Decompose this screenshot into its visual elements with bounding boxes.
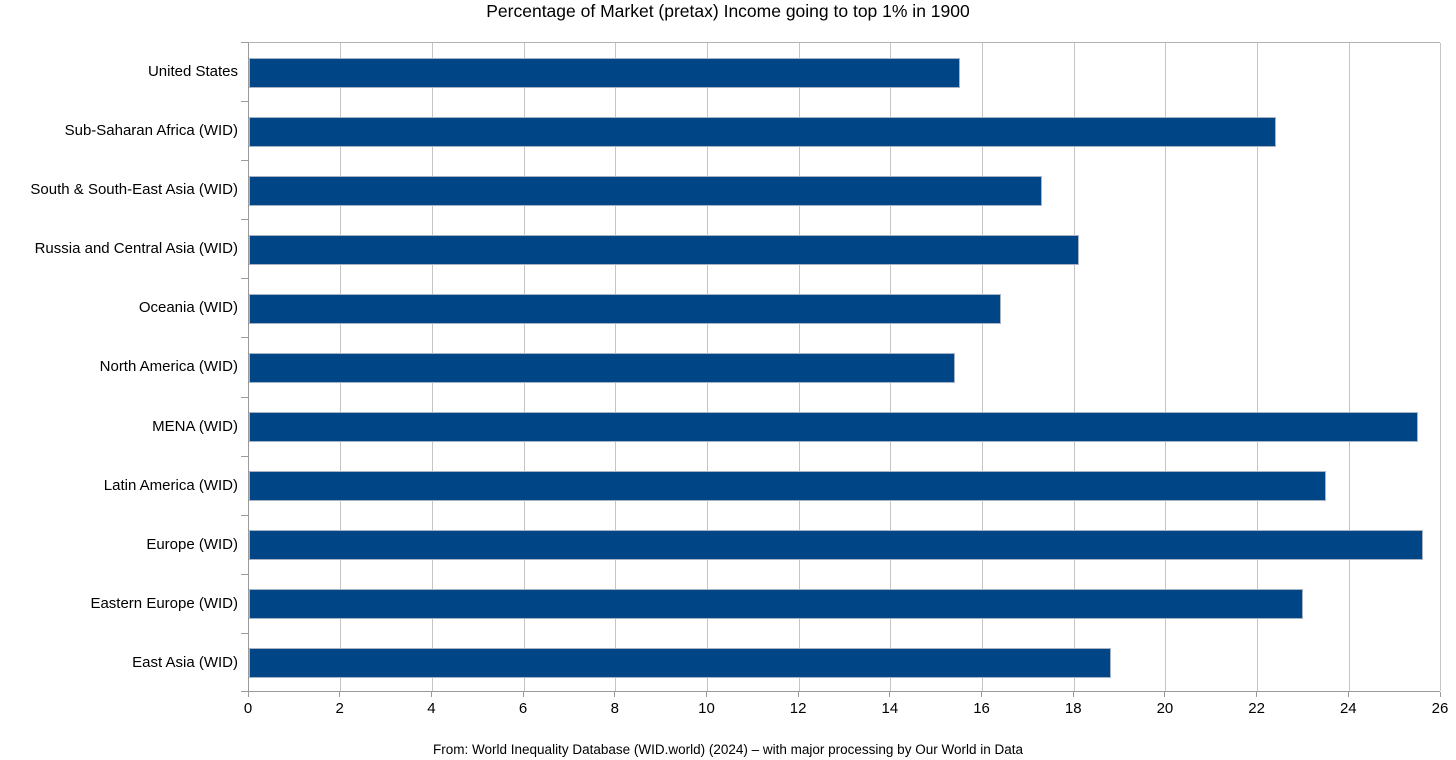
bar-eastern-europe-wid [249, 589, 1304, 620]
y-axis-tick [241, 278, 248, 279]
plot-area [248, 42, 1441, 692]
y-axis-tick [241, 574, 248, 575]
y-axis-tick [241, 219, 248, 220]
x-axis-tick-label: 22 [1248, 700, 1265, 717]
y-axis-category-label: Sub-Saharan Africa (WID) [64, 122, 238, 140]
x-axis-tick-label: 18 [1064, 700, 1082, 717]
x-axis-tick [1072, 692, 1074, 697]
y-axis-category-label: Russia and Central Asia (WID) [34, 240, 238, 258]
y-axis-category-label: Oceania (WID) [138, 299, 238, 317]
x-axis-tick-label: 26 [1431, 700, 1449, 717]
bar-united-states [249, 57, 960, 88]
y-axis-tick [241, 337, 248, 338]
x-axis-tick-label: 0 [243, 700, 253, 717]
bar-mena-wid [249, 412, 1419, 443]
bar-latin-america-wid [249, 471, 1327, 502]
y-axis-category-label: Latin America (WID) [103, 476, 238, 494]
x-axis-tick [797, 692, 799, 697]
x-axis-tick [614, 692, 616, 697]
x-axis-tick [247, 692, 249, 697]
y-axis-category-label: South & South-East Asia (WID) [30, 181, 238, 199]
x-axis-tick-label: 20 [1156, 700, 1174, 717]
x-axis-tick [1164, 692, 1166, 697]
bar-russia-and-central-asia-wid [249, 234, 1079, 265]
y-axis-category-label: North America (WID) [99, 358, 238, 376]
x-axis-tick [889, 692, 891, 697]
y-axis-tick [241, 633, 248, 634]
x-gridline [982, 43, 984, 691]
x-gridline [1257, 43, 1259, 691]
x-axis-tick [1256, 692, 1258, 697]
x-axis-tick [1347, 692, 1349, 697]
x-axis-tick-label: 6 [518, 700, 528, 717]
y-axis-category-label: Eastern Europe (WID) [90, 594, 238, 612]
y-axis-category-label: MENA (WID) [152, 417, 238, 435]
bar-north-america-wid [249, 353, 956, 383]
x-axis-tick [522, 692, 524, 697]
x-axis-tick [430, 692, 432, 697]
bar-oceania-wid [249, 293, 1001, 324]
x-gridline [1073, 43, 1075, 691]
y-axis-tick [241, 101, 248, 102]
y-axis-tick [241, 160, 248, 161]
chart-title: Percentage of Market (pretax) Income goi… [486, 1, 970, 21]
y-axis-tick [241, 397, 248, 398]
bar-east-asia-wid [249, 648, 1111, 679]
source-footer: From: World Inequality Database (WID.wor… [433, 742, 1023, 757]
x-axis-tick-label: 12 [789, 700, 807, 717]
y-axis-tick [241, 691, 248, 692]
x-axis-tick-label: 14 [881, 700, 899, 717]
x-axis-tick-label: 2 [335, 700, 344, 717]
x-axis-tick-label: 16 [973, 700, 990, 717]
x-axis-tick [1439, 692, 1441, 697]
y-axis-category-label: Europe (WID) [146, 535, 238, 553]
x-gridline [1348, 43, 1350, 691]
y-axis-category-label: East Asia (WID) [132, 653, 238, 671]
bar-south-south-east-asia-wid [249, 175, 1043, 206]
x-gridline [1439, 43, 1441, 691]
x-axis-tick [981, 692, 983, 697]
y-axis-tick [241, 42, 248, 43]
x-axis-tick-label: 24 [1339, 700, 1357, 717]
y-axis-category-label: United States [147, 63, 238, 80]
x-axis-tick-label: 10 [698, 700, 715, 717]
x-gridline [1165, 43, 1167, 691]
y-axis-tick [241, 456, 248, 457]
x-axis-tick [705, 692, 707, 697]
x-axis-tick [339, 692, 341, 697]
bar-sub-saharan-africa-wid [249, 116, 1276, 147]
bar-europe-wid [249, 530, 1423, 561]
x-axis-tick-label: 8 [610, 700, 619, 717]
x-axis-tick-label: 4 [427, 700, 436, 717]
y-axis-tick [241, 515, 248, 516]
